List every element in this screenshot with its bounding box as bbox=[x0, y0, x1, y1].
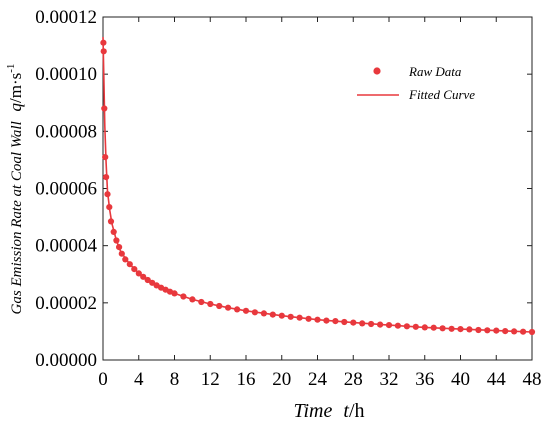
raw-data-point bbox=[269, 311, 276, 318]
raw-data-point bbox=[278, 312, 285, 319]
x-tick-label: 20 bbox=[272, 369, 291, 390]
raw-data-point bbox=[260, 310, 267, 317]
raw-data-point bbox=[180, 293, 187, 300]
raw-data-point bbox=[216, 302, 223, 310]
raw-data-point bbox=[103, 174, 110, 181]
x-tick-label: 0 bbox=[98, 369, 108, 390]
x-tick-label: 48 bbox=[523, 369, 542, 390]
raw-data-point bbox=[412, 323, 419, 330]
raw-data-point bbox=[528, 328, 536, 336]
raw-data-point bbox=[287, 313, 294, 320]
y-tick-label: 0.00010 bbox=[35, 64, 97, 85]
raw-data-point bbox=[122, 256, 129, 263]
raw-data-point bbox=[332, 318, 339, 325]
raw-data-point bbox=[403, 323, 410, 330]
x-axis: 0 4 8 12 16 20 24 28 32 36 40 44 48 bbox=[98, 17, 542, 390]
x-tick-label: 16 bbox=[237, 369, 256, 390]
raw-data-point bbox=[296, 314, 303, 321]
raw-data-point bbox=[110, 228, 117, 235]
raw-data-point bbox=[430, 324, 437, 331]
raw-data-point bbox=[225, 304, 232, 311]
raw-data-point bbox=[189, 296, 196, 303]
raw-data-point bbox=[350, 319, 357, 326]
x-tick-label: 36 bbox=[415, 369, 434, 390]
legend-fit-label: Fitted Curve bbox=[408, 87, 475, 102]
x-axis-symbol: t bbox=[343, 400, 349, 422]
raw-data-point bbox=[198, 298, 205, 306]
raw-data-point bbox=[314, 316, 321, 323]
raw-data-point bbox=[394, 322, 401, 329]
legend-raw-marker bbox=[373, 67, 381, 75]
y-axis-unit: /m·s bbox=[6, 73, 25, 103]
raw-data-point bbox=[106, 204, 113, 211]
x-tick-label: 24 bbox=[308, 369, 328, 390]
y-tick-label: 0.00006 bbox=[35, 179, 97, 200]
plot-area-frame bbox=[102, 16, 533, 361]
raw-data-points bbox=[100, 39, 536, 336]
x-axis-label: Time bbox=[293, 400, 332, 422]
raw-data-point bbox=[131, 266, 138, 273]
x-tick-label: 12 bbox=[201, 369, 220, 390]
raw-data-point bbox=[359, 320, 366, 327]
x-axis-unit: /h bbox=[349, 400, 365, 422]
raw-data-point bbox=[493, 327, 500, 334]
raw-data-point bbox=[305, 315, 312, 322]
x-tick-label: 40 bbox=[451, 369, 470, 390]
raw-data-point bbox=[104, 191, 111, 198]
raw-data-point bbox=[510, 328, 518, 335]
raw-data-point bbox=[118, 250, 125, 257]
x-axis-title: Time t/h bbox=[293, 400, 364, 422]
raw-data-point bbox=[439, 325, 446, 332]
raw-data-point bbox=[116, 244, 123, 251]
raw-data-point bbox=[520, 328, 527, 335]
raw-data-point bbox=[171, 290, 178, 297]
raw-data-point bbox=[251, 309, 258, 316]
y-axis-title: Gas Emission Rate at Coal Wall q/m·s-1 bbox=[5, 64, 25, 315]
raw-data-point bbox=[484, 327, 491, 334]
x-tick-label: 44 bbox=[487, 369, 507, 390]
raw-data-point bbox=[385, 322, 393, 329]
x-tick-label: 28 bbox=[344, 369, 363, 390]
raw-data-point bbox=[377, 321, 384, 328]
y-tick-label: 0.00012 bbox=[35, 7, 97, 28]
raw-data-point bbox=[323, 317, 330, 324]
raw-data-point bbox=[341, 318, 348, 326]
raw-data-point bbox=[144, 276, 151, 284]
legend: Raw Data Fitted Curve bbox=[357, 64, 475, 102]
raw-data-point bbox=[234, 306, 241, 313]
raw-data-point bbox=[101, 105, 108, 112]
raw-data-point bbox=[475, 326, 482, 334]
raw-data-point bbox=[242, 307, 250, 314]
y-tick-label: 0.00002 bbox=[35, 293, 97, 314]
raw-data-point bbox=[457, 326, 464, 333]
raw-data-point bbox=[113, 237, 120, 244]
raw-data-point bbox=[466, 326, 473, 333]
x-tick-label: 8 bbox=[170, 369, 180, 390]
raw-data-point bbox=[448, 325, 455, 332]
legend-raw-label: Raw Data bbox=[408, 64, 462, 79]
raw-data-point bbox=[207, 300, 214, 308]
y-axis-label: Gas Emission Rate at Coal Wall bbox=[9, 121, 25, 314]
raw-data-point bbox=[107, 218, 115, 225]
raw-data-point bbox=[135, 270, 142, 277]
raw-data-point bbox=[126, 261, 133, 268]
x-tick-label: 4 bbox=[134, 369, 144, 390]
y-axis-unit-exponent: -1 bbox=[5, 64, 17, 73]
raw-data-point bbox=[421, 324, 428, 331]
y-tick-label: 0.00008 bbox=[35, 121, 97, 142]
y-axis-symbol: q bbox=[6, 102, 25, 111]
raw-data-point bbox=[368, 320, 375, 328]
x-tick-label: 32 bbox=[380, 369, 399, 390]
y-axis: 0.00000 0.00002 0.00004 0.00006 0.00008 0.000… bbox=[35, 7, 532, 371]
raw-data-point bbox=[502, 328, 509, 335]
raw-data-point bbox=[102, 154, 109, 161]
raw-data-point bbox=[100, 39, 107, 46]
y-tick-label: 0.00004 bbox=[35, 236, 97, 257]
y-tick-label: 0.00000 bbox=[35, 350, 97, 371]
raw-data-point bbox=[140, 273, 147, 280]
raw-data-point bbox=[100, 48, 107, 55]
